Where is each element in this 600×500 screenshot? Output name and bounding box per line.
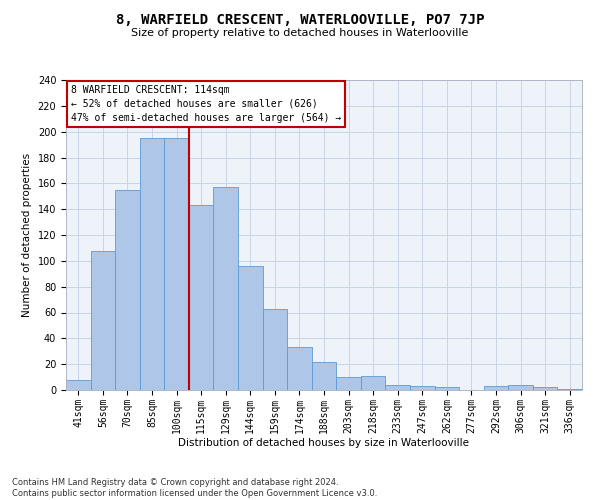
- Bar: [484, 386, 508, 390]
- Bar: [214, 187, 238, 390]
- Bar: [238, 266, 263, 390]
- Bar: [140, 138, 164, 390]
- Bar: [508, 385, 533, 390]
- Bar: [557, 388, 582, 390]
- Bar: [361, 376, 385, 390]
- Bar: [385, 385, 410, 390]
- X-axis label: Distribution of detached houses by size in Waterlooville: Distribution of detached houses by size …: [179, 438, 470, 448]
- Bar: [533, 388, 557, 390]
- Bar: [91, 250, 115, 390]
- Text: Contains HM Land Registry data © Crown copyright and database right 2024.
Contai: Contains HM Land Registry data © Crown c…: [12, 478, 377, 498]
- Bar: [434, 388, 459, 390]
- Bar: [66, 380, 91, 390]
- Bar: [287, 348, 312, 390]
- Bar: [336, 377, 361, 390]
- Text: 8, WARFIELD CRESCENT, WATERLOOVILLE, PO7 7JP: 8, WARFIELD CRESCENT, WATERLOOVILLE, PO7…: [116, 12, 484, 26]
- Bar: [115, 190, 140, 390]
- Bar: [164, 138, 189, 390]
- Text: 8 WARFIELD CRESCENT: 114sqm
← 52% of detached houses are smaller (626)
47% of se: 8 WARFIELD CRESCENT: 114sqm ← 52% of det…: [71, 84, 341, 122]
- Bar: [312, 362, 336, 390]
- Y-axis label: Number of detached properties: Number of detached properties: [22, 153, 32, 317]
- Text: Size of property relative to detached houses in Waterlooville: Size of property relative to detached ho…: [131, 28, 469, 38]
- Bar: [263, 308, 287, 390]
- Bar: [189, 206, 214, 390]
- Bar: [410, 386, 434, 390]
